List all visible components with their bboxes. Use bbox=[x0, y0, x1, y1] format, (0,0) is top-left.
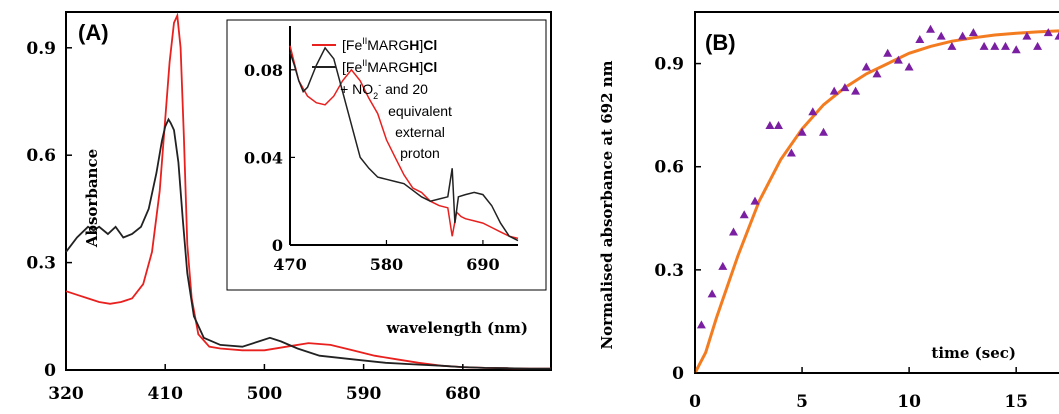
y-tick-label-b-0.9: 0.9 bbox=[654, 55, 684, 75]
x-tick-label-a-320: 320 bbox=[48, 384, 84, 404]
panel-a: 320 410 500 590 680 0 0.3 0.6 0.9 (A) Absorbance wa… bbox=[26, 11, 552, 404]
legend-label-2: [FeIIMARGH]Cl bbox=[342, 58, 437, 75]
data-point bbox=[958, 31, 968, 40]
data-point bbox=[926, 24, 935, 33]
data-point bbox=[696, 320, 706, 329]
x-tick-label-a-500: 500 bbox=[247, 384, 283, 404]
data-point bbox=[872, 69, 882, 78]
inset-x-tick-label-690: 690 bbox=[466, 255, 499, 274]
data-point bbox=[808, 107, 818, 116]
inset-y-tick-label-0.04: 0.04 bbox=[244, 148, 283, 167]
series-line-a-1 bbox=[65, 12, 551, 370]
data-point bbox=[904, 62, 914, 71]
x-axis-title-a: wavelength (nm) bbox=[385, 319, 528, 337]
data-point bbox=[990, 41, 1000, 50]
inset-series-line-1 bbox=[289, 45, 519, 240]
panel-label-a: (A) bbox=[78, 20, 109, 45]
x-tick-label-b-10: 10 bbox=[897, 392, 921, 412]
data-point bbox=[1033, 41, 1043, 50]
data-point bbox=[979, 41, 989, 50]
y-tick-label-a-0: 0 bbox=[44, 361, 56, 381]
y-tick-label-a-0.6: 0.6 bbox=[26, 146, 56, 166]
data-point bbox=[797, 127, 807, 136]
data-point bbox=[851, 86, 861, 95]
series-line-a-2 bbox=[65, 117, 551, 370]
data-point bbox=[774, 121, 783, 129]
data-point bbox=[729, 227, 738, 236]
x-tick-label-a-590: 590 bbox=[346, 384, 382, 404]
data-point bbox=[819, 127, 828, 136]
data-point bbox=[739, 210, 749, 219]
panel-b: 0 5 10 15 0 0.3 0.6 0.9 (B) Normalised absorbance… bbox=[598, 11, 1059, 412]
inset-series-line-2 bbox=[289, 46, 519, 242]
legend-label-2-line5: proton bbox=[400, 145, 440, 161]
data-point bbox=[750, 196, 760, 205]
x-tick-label-b-5: 5 bbox=[796, 392, 808, 412]
inset-x-tick-label-470: 470 bbox=[273, 255, 306, 274]
inset-y-tick-label-0: 0 bbox=[272, 236, 283, 255]
data-point bbox=[718, 261, 728, 270]
data-point bbox=[936, 31, 946, 40]
data-point bbox=[883, 48, 893, 57]
data-point bbox=[947, 41, 957, 50]
y-axis-title-b: Normalised absorbance at 692 nm bbox=[598, 60, 616, 349]
data-point bbox=[765, 121, 775, 129]
data-point bbox=[1001, 41, 1010, 50]
legend-label-1: [FeIIMARGH]Cl bbox=[342, 36, 437, 53]
plot-frame-a bbox=[65, 11, 552, 371]
data-point bbox=[915, 35, 925, 43]
x-tick-label-a-680: 680 bbox=[445, 384, 481, 404]
data-point bbox=[707, 289, 717, 298]
data-point bbox=[861, 62, 871, 71]
y-tick-label-a-0.9: 0.9 bbox=[26, 39, 56, 59]
panel-label-b: (B) bbox=[705, 30, 736, 55]
x-tick-label-b-15: 15 bbox=[1004, 392, 1028, 412]
data-point bbox=[829, 86, 839, 95]
fit-curve bbox=[693, 29, 1059, 374]
inset-x-tick-label-580: 580 bbox=[370, 255, 403, 274]
data-point bbox=[893, 55, 903, 64]
data-point bbox=[1022, 31, 1032, 40]
y-tick-label-b-0.3: 0.3 bbox=[654, 261, 684, 281]
y-tick-label-b-0.6: 0.6 bbox=[654, 158, 684, 178]
data-point bbox=[1043, 28, 1053, 37]
x-tick-label-b-0: 0 bbox=[689, 392, 701, 412]
inset-y-tick-label-0.08: 0.08 bbox=[244, 61, 283, 80]
y-axis-title-a: Absorbance bbox=[83, 149, 101, 248]
data-point bbox=[968, 28, 978, 37]
data-point bbox=[1011, 45, 1021, 54]
data-point bbox=[840, 83, 850, 92]
data-point bbox=[786, 148, 796, 157]
x-tick-label-a-410: 410 bbox=[147, 384, 183, 404]
y-tick-label-b-0: 0 bbox=[672, 364, 684, 384]
data-point bbox=[1054, 31, 1059, 40]
legend-label-2-line3: equivalent bbox=[388, 103, 452, 119]
plot-frame-b bbox=[694, 11, 1059, 374]
x-axis-title-b: time (sec) bbox=[931, 344, 1016, 362]
legend-label-2-line4: external bbox=[395, 124, 445, 140]
y-tick-label-a-0.3: 0.3 bbox=[26, 254, 56, 274]
legend-label-2-line2: + NO2- and 20 bbox=[340, 80, 428, 101]
